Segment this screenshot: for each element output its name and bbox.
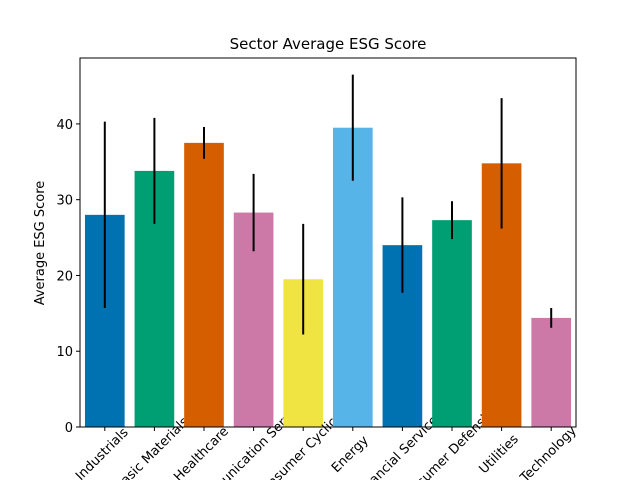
bar xyxy=(531,317,572,427)
chart-title: Sector Average ESG Score xyxy=(230,35,427,53)
y-tick-label: 20 xyxy=(56,269,73,284)
y-tick-label: 40 xyxy=(56,118,73,133)
bar xyxy=(184,142,224,427)
bar xyxy=(432,220,472,427)
y-axis-label: Average ESG Score xyxy=(33,181,48,306)
y-tick-label: 10 xyxy=(56,345,73,360)
y-tick-label: 0 xyxy=(65,421,73,436)
y-tick-label: 30 xyxy=(56,194,73,209)
plot-frame xyxy=(79,57,577,428)
